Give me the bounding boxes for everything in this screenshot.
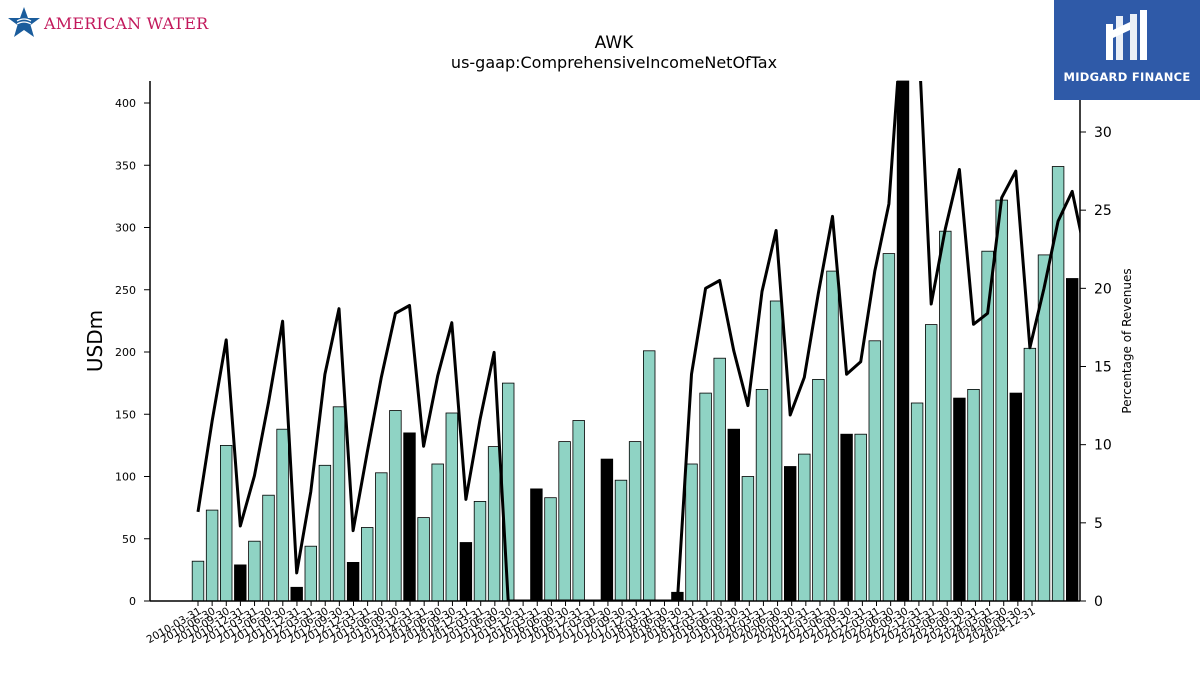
bar <box>643 350 656 602</box>
bar <box>1066 278 1079 602</box>
bar <box>318 464 332 602</box>
y2-tick-label: 30 <box>1094 125 1112 141</box>
chart-subtitle: us-gaap:ComprehensiveIncomeNetOfTax <box>451 53 777 72</box>
y-tick-label: 300 <box>115 222 136 235</box>
bar <box>473 500 487 602</box>
bar <box>995 199 1008 602</box>
bar <box>290 586 303 602</box>
bar <box>868 340 882 602</box>
y-tick-label: 400 <box>115 97 136 110</box>
y2-tick-label: 25 <box>1094 203 1112 219</box>
bar <box>840 433 853 602</box>
star-drop-icon <box>8 7 40 37</box>
midgard-finance-logo: MIDGARD FINANCE <box>1054 0 1200 100</box>
line-layer <box>196 81 1080 601</box>
bar <box>699 392 712 602</box>
bar <box>1023 347 1037 602</box>
y-tick-label: 350 <box>115 159 136 172</box>
bar <box>939 230 952 602</box>
bar <box>953 397 966 602</box>
bar <box>346 562 360 602</box>
bar <box>741 476 755 602</box>
bar <box>727 428 741 602</box>
bar <box>487 446 501 602</box>
bar <box>910 402 924 602</box>
bar <box>755 388 769 602</box>
bar <box>375 472 388 602</box>
y-tick-label: 100 <box>115 471 136 484</box>
bar <box>360 527 374 602</box>
bar <box>896 80 910 602</box>
bar <box>1051 166 1065 602</box>
bar <box>685 463 698 602</box>
bar <box>798 453 811 602</box>
bar <box>628 441 642 602</box>
bar <box>459 542 473 602</box>
bar <box>248 540 261 602</box>
bar <box>262 494 275 602</box>
bar <box>501 382 515 602</box>
midgard-finance-name: MIDGARD FINANCE <box>1063 70 1191 84</box>
y2-axis-label: Percentage of Revenues <box>1120 268 1134 413</box>
axes-layer: 0501001502002503003504000510152025302010… <box>115 81 1112 646</box>
percent-of-revenues-line <box>196 81 1080 601</box>
chart-title: AWK <box>595 33 635 53</box>
bar <box>219 444 233 602</box>
bar <box>191 560 205 602</box>
bar <box>882 253 896 602</box>
bar <box>572 420 585 602</box>
bar <box>713 357 726 602</box>
bar <box>530 488 543 602</box>
y-tick-label: 200 <box>115 346 136 359</box>
bar <box>600 458 614 602</box>
bar <box>784 466 797 602</box>
y-axis-label: USDm <box>83 310 107 372</box>
american-water-logo: AMERICAN WATER <box>6 6 208 40</box>
bar <box>614 479 628 602</box>
bar <box>431 463 444 602</box>
y-tick-label: 250 <box>115 284 136 297</box>
bar <box>304 545 318 602</box>
bar <box>403 432 416 602</box>
y-tick-label: 150 <box>115 408 136 421</box>
bar <box>967 388 980 602</box>
y2-tick-label: 10 <box>1094 438 1112 454</box>
y-tick-label: 50 <box>122 533 136 546</box>
bar <box>826 270 839 602</box>
y2-tick-label: 15 <box>1094 360 1112 376</box>
bar <box>769 300 783 602</box>
bars-layer <box>191 80 1079 602</box>
bar <box>445 412 459 602</box>
y2-tick-label: 5 <box>1094 516 1103 532</box>
american-water-name: AMERICAN WATER <box>44 13 209 33</box>
midgard-monogram-icon <box>1106 10 1147 60</box>
bar <box>276 428 289 602</box>
y2-tick-label: 0 <box>1094 594 1103 610</box>
bar <box>1009 392 1023 602</box>
bar <box>854 433 867 602</box>
bar <box>812 378 825 602</box>
y2-tick-label: 20 <box>1094 281 1112 297</box>
bar <box>925 324 938 602</box>
bar <box>234 564 247 602</box>
y-tick-label: 0 <box>129 595 136 608</box>
bar <box>332 406 346 602</box>
bar <box>558 441 571 602</box>
bar <box>417 517 430 602</box>
bar <box>544 497 557 602</box>
bar <box>389 410 402 602</box>
bar <box>205 509 219 602</box>
